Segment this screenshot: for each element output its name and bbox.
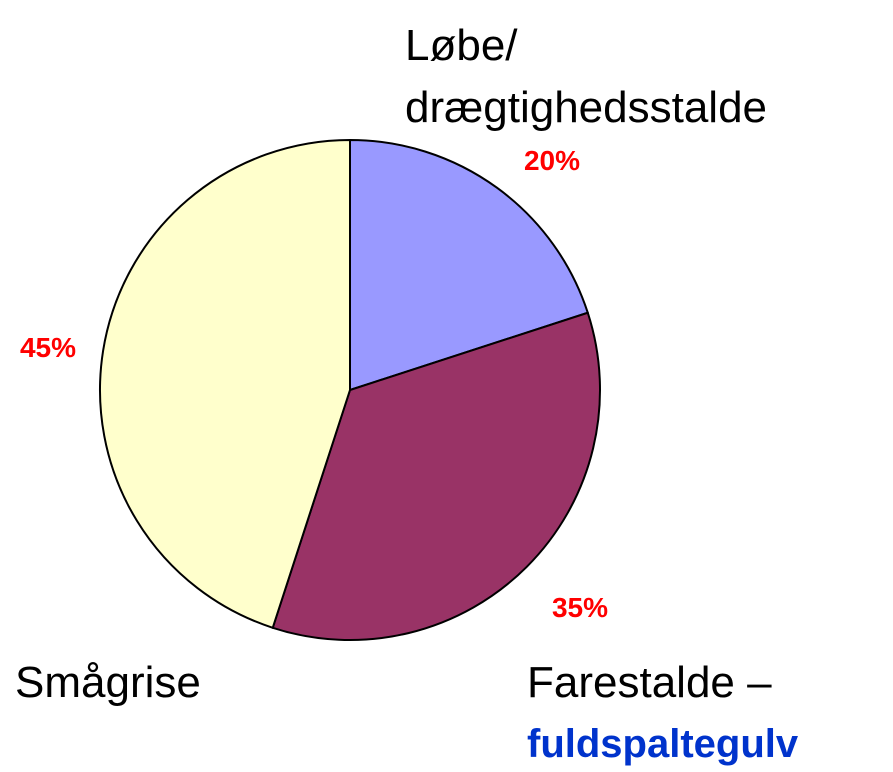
category-label: Løbe/ <box>405 21 518 70</box>
pie-slice <box>349 138 590 392</box>
pie-slice <box>271 311 601 641</box>
category-label: fuldspaltegulv <box>527 722 799 766</box>
category-label: drægtighedsstalde <box>405 83 767 132</box>
category-label: Smågrise <box>15 658 201 707</box>
value-label: 35% <box>552 592 608 623</box>
category-label: Farestalde – <box>527 658 772 707</box>
pie-slice <box>99 138 351 630</box>
value-label: 45% <box>20 332 76 363</box>
value-label: 20% <box>524 145 580 176</box>
